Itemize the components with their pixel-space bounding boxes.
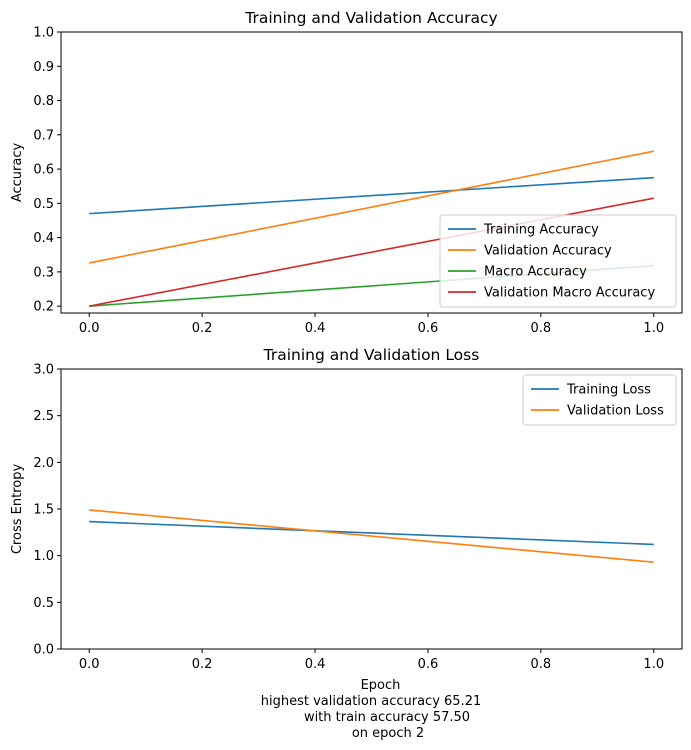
y-tick-label: 1.5 xyxy=(33,503,54,518)
x-tick-label: 0.4 xyxy=(305,321,326,336)
y-tick-label: 0.6 xyxy=(33,163,54,178)
legend-box xyxy=(522,374,677,426)
series-line-validation-loss xyxy=(89,509,654,563)
x-tick-label: 0.6 xyxy=(418,657,439,672)
series-line-training-loss xyxy=(89,520,654,546)
x-tick-label: 0.0 xyxy=(79,657,100,672)
caption: highest validation accuracy 65.21 with t… xyxy=(261,694,481,741)
x-tick-label: 0.4 xyxy=(305,657,326,672)
x-tick-label: 0.2 xyxy=(192,321,213,336)
chart-title: Training and Validation Loss xyxy=(263,346,480,364)
legend-entry: Training Accuracy xyxy=(483,223,599,238)
y-tick-label: 1.0 xyxy=(33,549,54,564)
y-tick-label: 0.0 xyxy=(33,643,54,658)
y-tick-label: 0.5 xyxy=(33,596,54,611)
legend-entry: Training Loss xyxy=(566,383,651,398)
y-tick-label: 0.7 xyxy=(33,128,54,143)
y-tick-label: 0.3 xyxy=(33,265,54,280)
y-tick-label: 0.8 xyxy=(33,94,54,109)
y-tick-label: 0.2 xyxy=(33,300,54,315)
caption-line-3: on epoch 2 xyxy=(352,726,424,741)
accuracy-chart: 0.0 0.2 0.4 0.6 0.8 1.0 0.2 0.3 0.4 0.5 0.6 0.7 0.8 0… xyxy=(10,9,683,336)
legend-entry: Macro Accuracy xyxy=(484,265,587,280)
y-tick-label: 2.5 xyxy=(33,409,54,424)
caption-line-1: highest validation accuracy 65.21 xyxy=(261,694,481,709)
x-tick-label: 0.8 xyxy=(531,657,552,672)
x-tick-label: 0.2 xyxy=(192,657,213,672)
x-tick-label: 0.8 xyxy=(531,321,552,336)
y-tick-label: 0.5 xyxy=(33,197,54,212)
series-line-validation-accuracy xyxy=(89,150,654,264)
x-tick-label: 0.0 xyxy=(79,321,100,336)
legend-box xyxy=(439,214,677,308)
y-tick-label: 1.0 xyxy=(33,26,54,41)
x-tick-label: 1.0 xyxy=(643,657,664,672)
x-tick-label: 1.0 xyxy=(643,321,664,336)
plot-frame xyxy=(60,31,683,314)
x-tick-label: 0.6 xyxy=(418,321,439,336)
legend-entry: Validation Macro Accuracy xyxy=(484,286,655,301)
y-tick-label: 3.0 xyxy=(33,363,54,378)
loss-chart: 0.0 0.2 0.4 0.6 0.8 1.0 0.0 0.5 1.0 1.5 2.0 2.5 3.0 T… xyxy=(10,346,683,693)
y-tick-label: 0.4 xyxy=(33,231,54,246)
legend-entry: Validation Loss xyxy=(567,404,664,419)
x-axis-label: Epoch xyxy=(361,678,401,693)
caption-line-2: with train accuracy 57.50 xyxy=(304,710,470,725)
y-tick-label: 2.0 xyxy=(33,456,54,471)
y-tick-label: 0.9 xyxy=(33,60,54,75)
y-axis-label: Cross Entropy xyxy=(10,464,25,555)
y-axis-label: Accuracy xyxy=(10,143,25,203)
legend-entry: Validation Accuracy xyxy=(484,244,612,259)
series-line-training-accuracy xyxy=(89,176,654,215)
chart-title: Training and Validation Accuracy xyxy=(244,9,497,27)
